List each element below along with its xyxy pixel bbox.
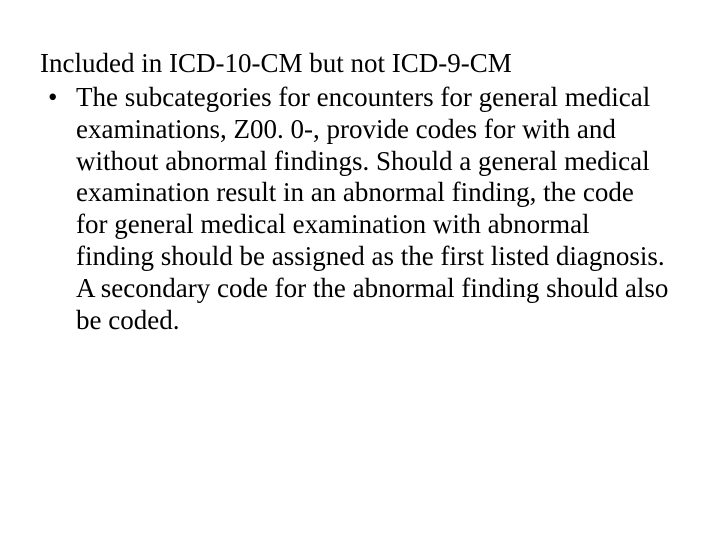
slide: Included in ICD-10-CM but not ICD-9-CM •… xyxy=(0,0,720,540)
bullet-marker: • xyxy=(40,82,76,114)
bullet-text: The subcategories for encounters for gen… xyxy=(76,82,672,337)
bullet-item: • The subcategories for encounters for g… xyxy=(40,82,672,337)
slide-heading: Included in ICD-10-CM but not ICD-9-CM xyxy=(40,48,672,80)
